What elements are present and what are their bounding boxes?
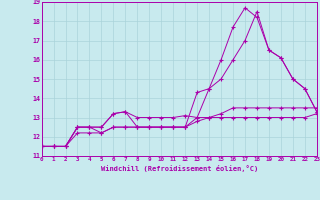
X-axis label: Windchill (Refroidissement éolien,°C): Windchill (Refroidissement éolien,°C) <box>100 165 258 172</box>
